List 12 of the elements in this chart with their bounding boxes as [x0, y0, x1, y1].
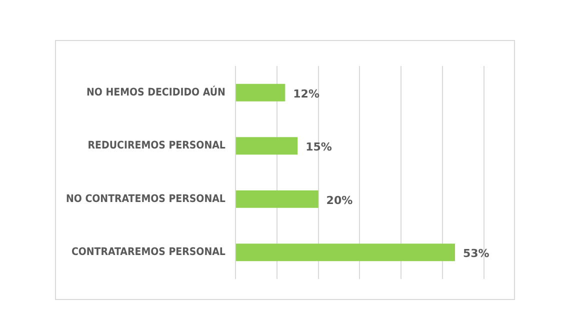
y-tick-label: CONTRATAREMOS PERSONAL	[71, 246, 226, 258]
y-tick-label: NO HEMOS DECIDIDO AÚN	[86, 85, 226, 98]
data-label: 53%	[463, 247, 490, 260]
bar	[236, 137, 298, 155]
bar	[236, 84, 286, 102]
bar	[236, 190, 318, 208]
y-tick-label: NO CONTRATEMOS PERSONAL	[66, 192, 226, 205]
data-label: 12%	[293, 87, 320, 100]
y-tick-label: REDUCIREMOS PERSONAL	[88, 140, 226, 152]
data-label: 20%	[326, 194, 353, 207]
data-label: 15%	[306, 140, 332, 154]
bar	[236, 244, 455, 262]
